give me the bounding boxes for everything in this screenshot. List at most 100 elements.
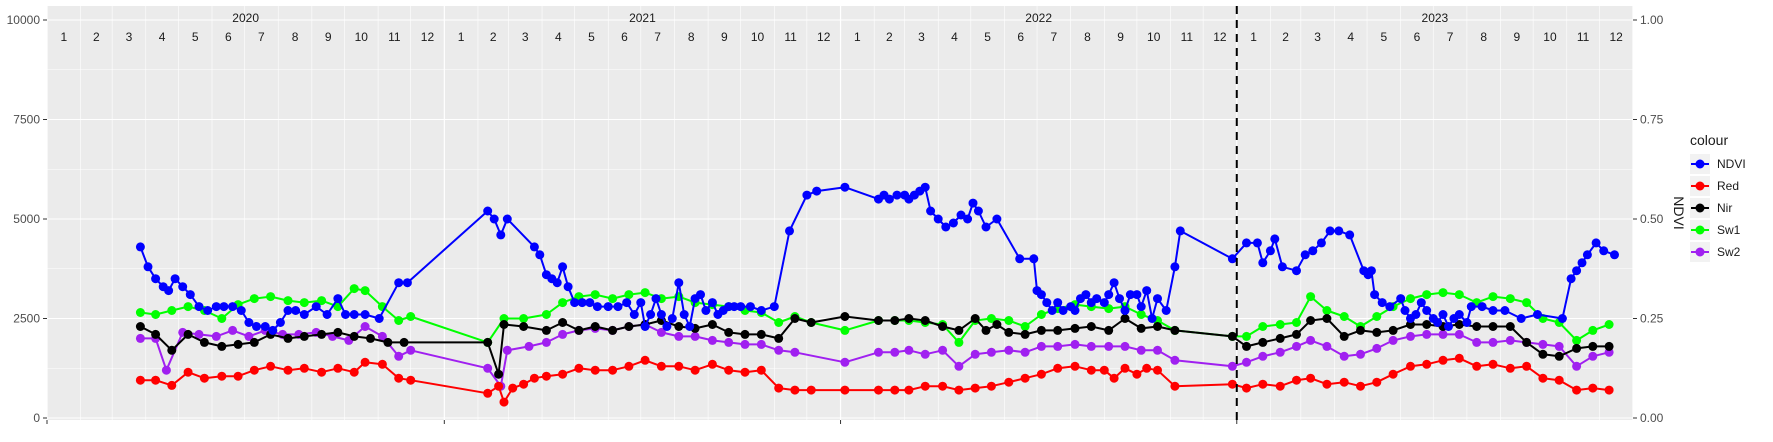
data-point-sw2 bbox=[1388, 335, 1398, 345]
data-point-ndvi bbox=[1416, 298, 1426, 308]
data-point-sw2 bbox=[1053, 341, 1063, 351]
data-point-ndvi bbox=[299, 310, 309, 319]
data-point-ndvi bbox=[1572, 266, 1582, 276]
data-point-red bbox=[1322, 379, 1332, 389]
data-point-ndvi bbox=[640, 322, 650, 331]
data-point-ndvi bbox=[1422, 306, 1432, 315]
data-point-sw2 bbox=[541, 337, 551, 347]
data-point-ndvi bbox=[745, 302, 755, 312]
y-left-tick-label: 2500 bbox=[13, 312, 40, 326]
data-point-sw2 bbox=[1356, 349, 1365, 359]
data-point-red bbox=[690, 365, 700, 375]
legend-key-point bbox=[1695, 159, 1705, 169]
data-point-red bbox=[1588, 383, 1598, 393]
data-point-ndvi bbox=[812, 186, 822, 196]
data-point-sw1 bbox=[167, 306, 177, 315]
data-point-nir bbox=[383, 337, 393, 347]
data-point-red bbox=[199, 373, 209, 383]
data-point-nir bbox=[1339, 331, 1349, 341]
data-point-red bbox=[266, 361, 276, 371]
data-point-red bbox=[1099, 365, 1109, 375]
data-point-nir bbox=[333, 327, 343, 337]
data-point-sw1 bbox=[266, 292, 276, 302]
data-point-sw2 bbox=[1227, 361, 1237, 371]
data-point-nir bbox=[724, 327, 734, 337]
data-point-sw1 bbox=[1020, 322, 1030, 331]
data-point-red bbox=[1522, 361, 1532, 371]
data-point-ndvi bbox=[1047, 306, 1057, 315]
data-point-ndvi bbox=[1433, 318, 1443, 327]
data-point-nir bbox=[840, 312, 850, 321]
data-point-sw1 bbox=[151, 310, 161, 319]
data-point-sw1 bbox=[349, 284, 359, 294]
data-point-ndvi bbox=[1270, 234, 1280, 244]
data-point-nir bbox=[217, 341, 227, 351]
month-label: 8 bbox=[1480, 30, 1487, 44]
data-point-ndvi bbox=[1092, 294, 1102, 304]
data-point-nir bbox=[199, 337, 209, 347]
data-point-nir bbox=[151, 329, 161, 339]
month-label: 6 bbox=[1414, 30, 1421, 44]
data-point-sw2 bbox=[1004, 345, 1014, 355]
data-point-sw2 bbox=[986, 347, 996, 357]
legend: colour NDVI Red Nir Sw1 Sw2 bbox=[1690, 132, 1746, 262]
data-point-nir bbox=[874, 316, 883, 325]
month-label: 9 bbox=[1117, 30, 1124, 44]
data-point-red bbox=[640, 355, 650, 365]
data-point-red bbox=[1086, 365, 1096, 375]
data-point-ndvi bbox=[151, 274, 161, 284]
data-point-red bbox=[529, 373, 539, 383]
data-point-sw2 bbox=[1372, 343, 1382, 353]
data-point-sw1 bbox=[624, 290, 634, 300]
data-point-ndvi bbox=[178, 282, 188, 292]
data-point-ndvi bbox=[992, 214, 1002, 224]
data-point-sw2 bbox=[1292, 341, 1301, 351]
data-point-sw2 bbox=[1488, 337, 1498, 347]
data-point-sw2 bbox=[1554, 341, 1564, 351]
data-point-ndvi bbox=[1109, 278, 1119, 288]
data-point-ndvi bbox=[1466, 302, 1476, 312]
data-point-ndvi bbox=[1029, 254, 1039, 264]
legend-label-sw2: Sw2 bbox=[1717, 245, 1741, 259]
data-point-nir bbox=[541, 325, 551, 335]
data-point-red bbox=[1406, 361, 1415, 371]
data-point-sw2 bbox=[502, 345, 512, 355]
data-point-nir bbox=[1070, 323, 1080, 333]
legend-key-point bbox=[1695, 225, 1705, 235]
data-point-sw2 bbox=[756, 339, 766, 349]
data-point-nir bbox=[574, 325, 584, 335]
data-point-ndvi bbox=[244, 318, 254, 327]
data-point-ndvi bbox=[1557, 314, 1567, 323]
data-point-red bbox=[519, 379, 529, 389]
data-point-nir bbox=[740, 329, 750, 339]
data-point-nir bbox=[938, 322, 948, 331]
data-point-sw2 bbox=[904, 345, 914, 355]
data-point-ndvi bbox=[1345, 230, 1355, 240]
month-label: 4 bbox=[951, 30, 958, 44]
month-label: 1 bbox=[458, 30, 465, 44]
data-point-ndvi bbox=[1582, 250, 1592, 260]
data-point-red bbox=[590, 365, 600, 375]
data-point-sw2 bbox=[1070, 339, 1080, 349]
data-point-ndvi bbox=[570, 298, 580, 308]
month-label: 12 bbox=[1609, 30, 1623, 44]
month-label: 8 bbox=[292, 30, 299, 44]
month-label: 1 bbox=[1250, 30, 1257, 44]
year-label: 2023 bbox=[1422, 11, 1449, 25]
data-point-sw2 bbox=[524, 341, 534, 351]
month-label: 12 bbox=[817, 30, 831, 44]
data-point-sw1 bbox=[1136, 310, 1146, 319]
data-point-ndvi bbox=[1175, 226, 1185, 236]
data-point-red bbox=[1109, 373, 1119, 383]
month-label: 7 bbox=[1447, 30, 1454, 44]
data-point-red bbox=[508, 383, 518, 393]
data-point-red bbox=[1258, 379, 1268, 389]
data-point-sw1 bbox=[590, 290, 600, 300]
data-point-nir bbox=[494, 369, 504, 379]
data-point-sw2 bbox=[1104, 341, 1114, 351]
month-label: 6 bbox=[621, 30, 628, 44]
data-point-red bbox=[135, 375, 145, 385]
data-point-red bbox=[483, 388, 493, 398]
data-point-sw1 bbox=[1406, 294, 1415, 304]
data-point-red bbox=[890, 385, 900, 395]
